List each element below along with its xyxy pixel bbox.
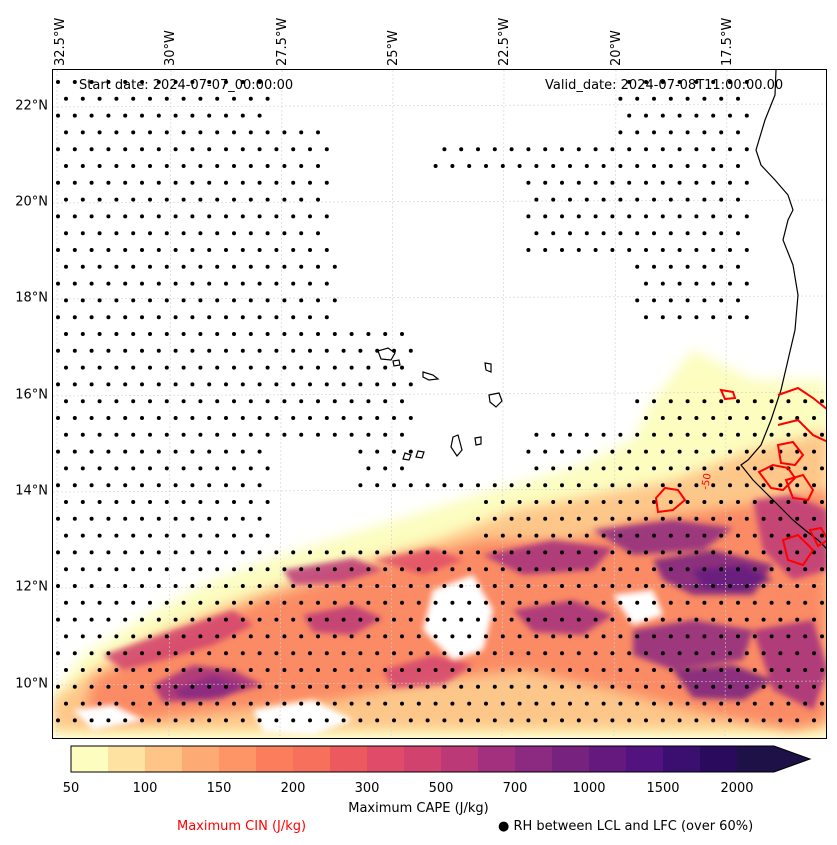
lat-label-16n: 16°N bbox=[15, 387, 48, 403]
rh-dot-pattern bbox=[56, 80, 824, 723]
lat-label-10n: 10°N bbox=[15, 676, 48, 692]
colorbar-segment bbox=[182, 746, 220, 772]
cin-contours bbox=[654, 386, 826, 567]
colorbar-segment bbox=[737, 746, 775, 772]
colorbar-segment bbox=[367, 746, 405, 772]
lon-label-25w: 25°W bbox=[386, 30, 401, 66]
colorbar-segment bbox=[71, 746, 109, 772]
lat-label-14n: 14°N bbox=[15, 483, 48, 499]
colorbar-title: Maximum CAPE (J/kg) bbox=[348, 801, 489, 816]
lat-label-12n: 12°N bbox=[15, 579, 48, 595]
cape-colorbar bbox=[70, 745, 812, 773]
map-panel: -50 bbox=[52, 69, 827, 739]
lat-label-20n: 20°N bbox=[15, 194, 48, 210]
colorbar-segment bbox=[293, 746, 331, 772]
cape-verde-islands bbox=[377, 347, 503, 461]
map-canvas: -50 bbox=[53, 70, 826, 738]
valid-date-label: Valid_date: 2024-07-08T11:00:00.00 bbox=[545, 78, 784, 93]
colorbar-tick: 500 bbox=[428, 781, 454, 796]
colorbar-tick: 1000 bbox=[572, 781, 606, 796]
colorbar-segment bbox=[700, 746, 738, 772]
lon-label-20w: 20°W bbox=[609, 30, 624, 66]
colorbar-segment bbox=[552, 746, 590, 772]
colorbar-tick: 300 bbox=[354, 781, 380, 796]
colorbar-segment bbox=[515, 746, 553, 772]
legend-cin-label: Maximum CIN (J/kg) bbox=[177, 819, 307, 834]
lon-label-30w: 30°W bbox=[163, 30, 178, 66]
colorbar-tick: 1500 bbox=[646, 781, 680, 796]
start-date-label: Start date: 2024-07-07_00:00:00 bbox=[79, 78, 294, 93]
lat-label-22n: 22°N bbox=[15, 98, 48, 114]
colorbar-tick: 2000 bbox=[720, 781, 754, 796]
colorbar-tick: 50 bbox=[62, 781, 80, 796]
gridlines bbox=[53, 70, 826, 738]
lon-label-32-5w: 32.5°W bbox=[53, 17, 68, 66]
lon-label-27-5w: 27.5°W bbox=[275, 17, 290, 66]
cape-field bbox=[53, 350, 826, 738]
africa-coastline bbox=[740, 70, 826, 549]
colorbar-outline bbox=[70, 745, 812, 773]
colorbar-tick: 150 bbox=[206, 781, 232, 796]
lon-label-22-5w: 22.5°W bbox=[497, 17, 512, 66]
colorbar-tick: 100 bbox=[132, 781, 158, 796]
colorbar-segment bbox=[441, 746, 479, 772]
colorbar-tick-labels: 50 100 150 200 300 500 700 1000 1500 200… bbox=[0, 781, 837, 799]
cin-contour-label: -50 bbox=[700, 473, 714, 491]
colorbar-segment bbox=[404, 746, 442, 772]
colorbar-segment bbox=[256, 746, 294, 772]
colorbar-segment bbox=[589, 746, 627, 772]
colorbar-segment bbox=[626, 746, 664, 772]
lat-label-18n: 18°N bbox=[15, 290, 48, 306]
legend-rh-label: ● RH between LCL and LFC (over 60%) bbox=[498, 819, 754, 834]
lon-label-17-5w: 17.5°W bbox=[720, 17, 735, 66]
colorbar-segment bbox=[108, 746, 146, 772]
colorbar-tick: 200 bbox=[280, 781, 306, 796]
colorbar-segment bbox=[478, 746, 516, 772]
colorbar-segment bbox=[663, 746, 701, 772]
colorbar-segment bbox=[219, 746, 257, 772]
colorbar-tick: 700 bbox=[502, 781, 528, 796]
colorbar-segment bbox=[145, 746, 183, 772]
colorbar-segment bbox=[330, 746, 368, 772]
colorbar-extend-arrow bbox=[774, 746, 810, 772]
